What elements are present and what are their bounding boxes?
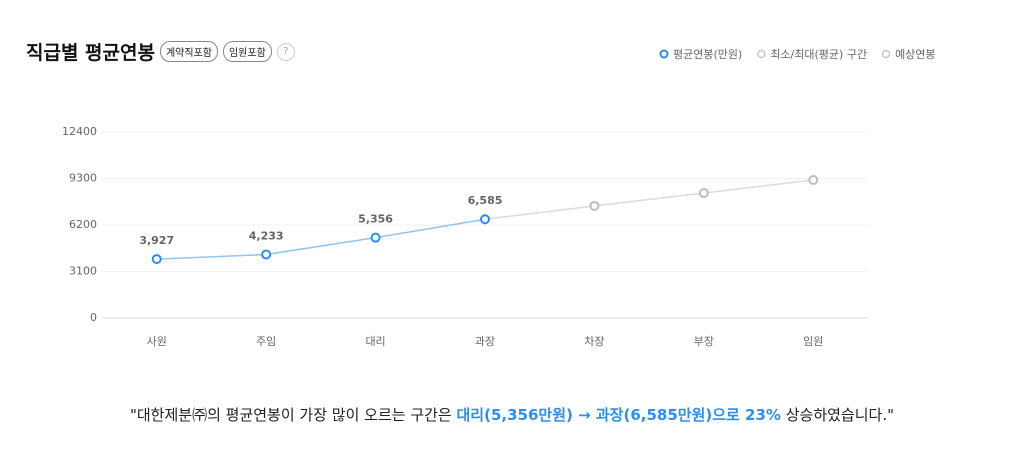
badge[interactable]: 임원포함 xyxy=(222,41,272,62)
legend-marker xyxy=(757,49,766,59)
x-tick-label: 차장 xyxy=(584,335,604,348)
line xyxy=(156,218,486,260)
help-icon[interactable]: ? xyxy=(276,42,295,61)
legend-label: 평균연봉(만원) xyxy=(673,48,742,61)
point xyxy=(480,214,490,225)
value-label: 5,356 xyxy=(358,213,393,226)
value-label: 6,585 xyxy=(468,194,503,207)
x-tick-label: 대리 xyxy=(365,335,385,348)
legend-label: 예상연봉 xyxy=(895,48,935,61)
x-tick-label: 과장 xyxy=(475,335,495,348)
point xyxy=(261,249,272,260)
value-label: 3,927 xyxy=(139,234,174,247)
summary-text: 상승하였습니다." xyxy=(780,406,895,424)
chart: 0 3100 6200 9300 12400 사원 주임 대리 과장 차장 부장 임원 평균연봉(만원)… xyxy=(62,48,936,348)
y-tick-label: 3100 xyxy=(69,265,97,278)
y-tick-label: 6200 xyxy=(69,218,97,231)
summary: "대한제분㈜의 평균연봉이 가장 많이 오르는 구간은 대리(5,356만원) … xyxy=(0,404,1024,425)
badge[interactable]: 계약직포함 xyxy=(159,41,218,62)
header: 직급별 평균연봉 계약직포함 임원포함 ? xyxy=(26,38,295,65)
x-tick-label: 부장 xyxy=(694,335,714,348)
point xyxy=(589,200,600,211)
summary-text: "대한제분㈜의 평균연봉이 가장 많이 오르는 구간은 xyxy=(129,406,457,424)
x-tick-label: 주임 xyxy=(256,335,276,348)
legend-marker xyxy=(659,49,669,59)
legend-marker xyxy=(881,49,891,59)
y-tick-label: 0 xyxy=(90,311,97,324)
point xyxy=(808,175,819,185)
x-tick-label: 임원 xyxy=(803,335,823,348)
legend-label: 최소/최대(평균) 구간 xyxy=(770,48,867,61)
point xyxy=(698,188,709,199)
y-tick-label: 9300 xyxy=(69,172,97,185)
line xyxy=(484,179,814,220)
y-tick-label: 12400 xyxy=(62,125,97,138)
point xyxy=(370,232,381,243)
summary-highlight: 대리(5,356만원) → 과장(6,585만원)으로 23% xyxy=(456,406,781,424)
x-tick-label: 사원 xyxy=(147,335,167,348)
value-label: 4,233 xyxy=(249,230,284,243)
point xyxy=(151,254,162,265)
title: 직급별 평균연봉 xyxy=(26,42,155,64)
